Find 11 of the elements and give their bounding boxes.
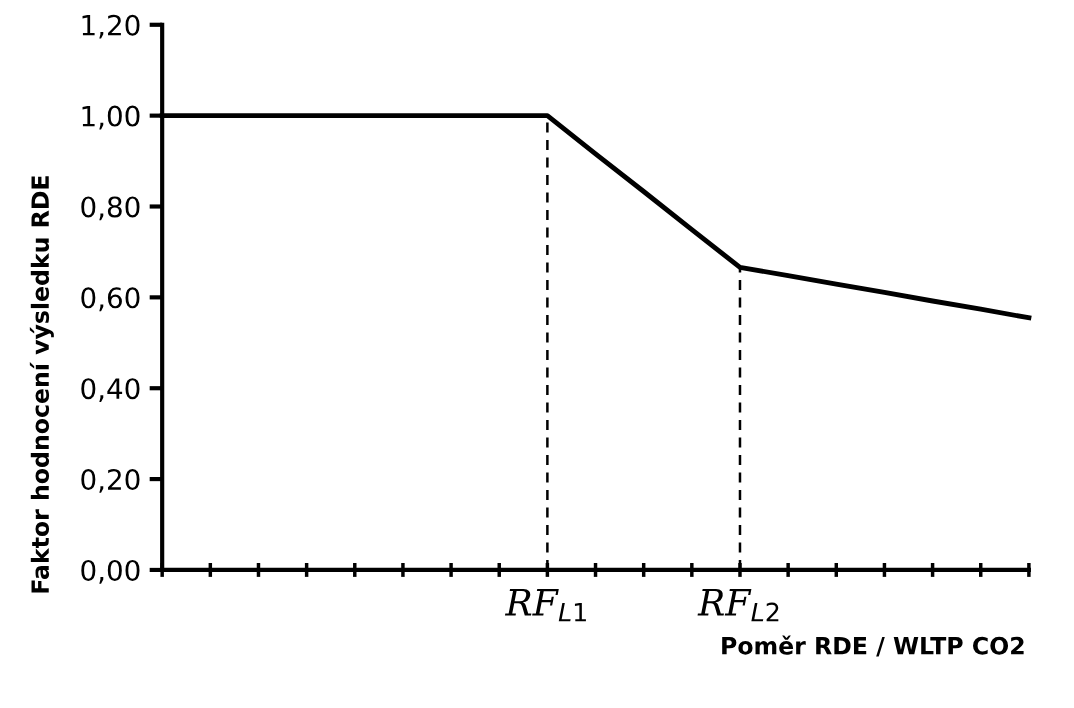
y-axis-title: Faktor hodnocení výsledku RDE (29, 176, 54, 593)
x-tick-label: RF$_{L2}$ (697, 589, 779, 622)
y-tick-label: 0,60 (81, 287, 140, 312)
x-tick-label: RF$_{L1}$ (504, 589, 586, 622)
y-tick-label: 0,40 (81, 378, 140, 402)
x-axis-title: Poměr RDE / WLTP CO2 (722, 635, 1024, 657)
y-tick-label: 1,20 (82, 14, 140, 39)
y-tick-label: 0,20 (81, 469, 140, 493)
y-tick-label: 1,00 (82, 105, 140, 130)
y-tick-label: 0,80 (81, 196, 140, 221)
y-tick-label: 0,00 (81, 559, 140, 584)
